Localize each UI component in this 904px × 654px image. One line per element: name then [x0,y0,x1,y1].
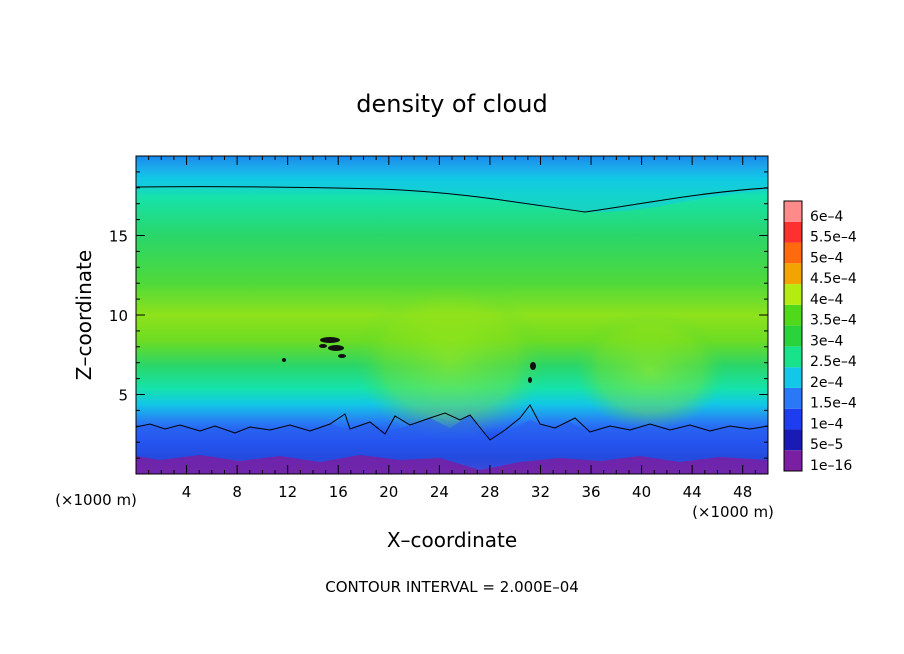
upper-cyan-band [136,156,768,213]
colorbar-label: 1e–4 [810,416,844,432]
x-tick-label: 24 [430,483,449,501]
colorbar-swatch [784,284,802,305]
colorbar-label: 2e–4 [810,375,844,391]
ground-band [136,455,768,474]
colorbar-swatch [784,429,802,451]
x-axis-unit-right: (×1000 m) [692,503,774,521]
colorbar-frame [783,200,803,472]
y-tick-label: 5 [118,387,128,405]
plot-area [136,156,768,474]
x-tick-label: 8 [232,483,242,501]
colorbar-label: 6e–4 [810,209,844,225]
cloud-bubble-left [355,280,545,440]
colorbar-label: 4.5e–4 [810,271,857,287]
x-tick-label: 48 [733,483,752,501]
colorbar-swatch [784,263,802,285]
x-tick-label: 12 [278,483,297,501]
contour-interval-note: CONTOUR INTERVAL = 2.000E–04 [325,578,579,596]
colorbar-label: 1e–16 [810,458,852,474]
colorbar-label: 5.5e–4 [810,230,857,246]
colorbar-swatch [784,367,802,388]
cloud-bubble-right [575,310,725,430]
colorbar-label: 5e–5 [810,437,843,453]
x-axis-unit-left: (×1000 m) [55,491,137,509]
colorbar-label: 3.5e–4 [810,313,857,329]
colorbar-swatch [784,221,802,243]
x-axis-label: X–coordinate [387,528,517,552]
x-tick-label: 44 [683,483,702,501]
x-tick-label: 20 [379,483,398,501]
colorbar-label: 4e–4 [810,292,844,308]
x-tick-label: 40 [632,483,651,501]
contour-blobs [282,337,536,383]
contour-lower [136,404,768,441]
colorbar-label: 5e–4 [810,250,844,266]
colorbar-swatch [784,387,802,409]
colorbar-swatch [784,325,802,347]
x-tick-label: 16 [329,483,348,501]
colorbar-label: 2.5e–4 [810,354,857,370]
colorbar-swatch [784,408,802,430]
colorbar-swatch [784,242,802,264]
y-axis-label: Z–coordinate [72,250,96,380]
colorbar-swatch [784,346,802,368]
axis-ticks [136,156,768,474]
y-tick-label: 15 [109,228,128,246]
colorbar-label: 1.5e–4 [810,396,857,412]
x-tick-label: 36 [581,483,600,501]
colorbar: 1e–16 5e–5 1e–4 1.5e–4 2e–4 2.5e–4 3e–4 3.5e–4 4… [783,200,857,474]
contour-upper [136,186,768,213]
chart-title: density of cloud [356,90,547,118]
colorbar-label: 3e–4 [810,333,844,349]
colorbar-swatch [784,450,802,471]
colorbar-swatch [784,201,802,222]
colorbar-swatch [784,304,802,326]
x-tick-label: 4 [182,483,192,501]
x-tick-label: 28 [480,483,499,501]
y-tick-label: 10 [109,307,128,325]
x-tick-label: 32 [531,483,550,501]
